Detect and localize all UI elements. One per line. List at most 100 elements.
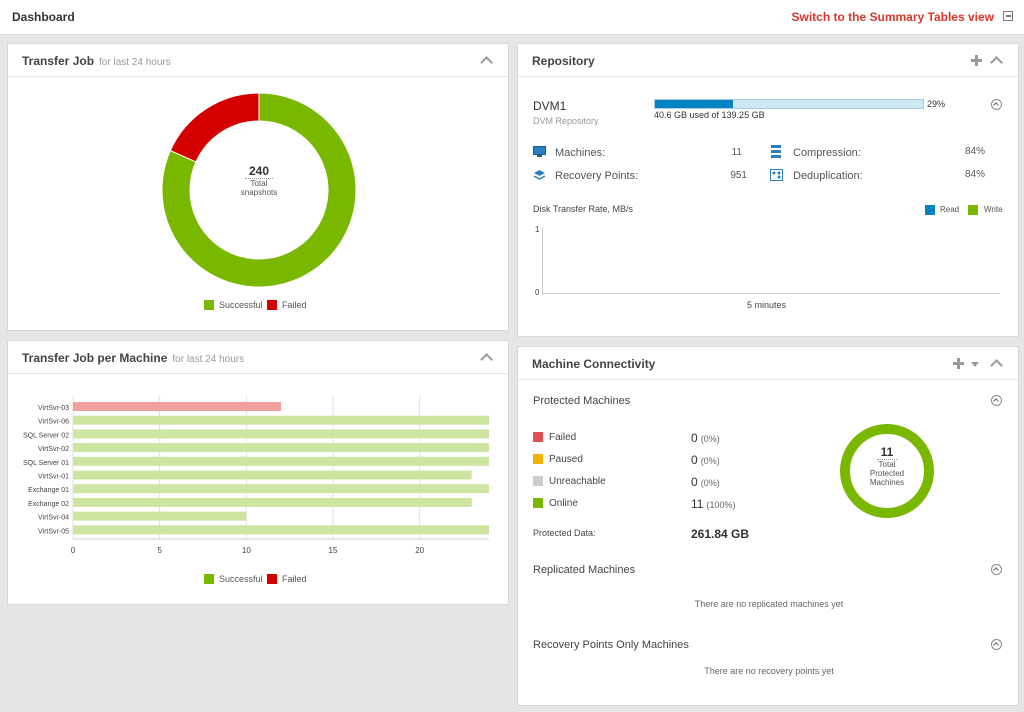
protected-data-value: 261.84 GB [691, 527, 750, 541]
collapse-icon[interactable] [990, 56, 1003, 69]
failed-status-label: Failed [549, 432, 577, 443]
successful-bar [73, 443, 489, 453]
read-legend-label: Read [940, 205, 960, 214]
legend-failed-swatch [267, 574, 277, 584]
dropdown-caret-icon[interactable] [971, 362, 979, 367]
successful-bar [73, 497, 472, 507]
rate-x-label: 5 minutes [747, 300, 787, 310]
paused-status-label: Paused [549, 454, 583, 465]
legend-failed-swatch [267, 300, 277, 310]
connectivity-slice-online [840, 424, 934, 518]
rate-y-tick: 0 [535, 288, 540, 297]
transfer-per-machine-chart: 0 5 10 15 20 VirtSvr-03 VirtSvr-06 SQL Server 0… [23, 396, 489, 555]
failed-status-count: 0 (0%) [691, 431, 720, 445]
failed-status-swatch [533, 432, 543, 442]
unreachable-status-count: 0 (0%) [691, 475, 720, 489]
collapse-repo-icon[interactable] [991, 99, 1002, 110]
collapse-rp-only-icon[interactable] [991, 639, 1002, 650]
legend-successful-swatch [204, 300, 214, 310]
replicated-empty-message: There are no replicated machines yet [694, 599, 844, 609]
unreachable-status-label: Unreachable [549, 476, 606, 487]
machine-connectivity-panel: Machine Connectivity Protected Machines … [517, 346, 1019, 706]
category-label: SQL Server 01 [23, 460, 69, 467]
successful-bar [73, 429, 489, 439]
panel-header: Transfer Job for last 24 hours [8, 44, 508, 77]
protected-data-label: Protected Data: [533, 528, 596, 538]
switch-view-icon[interactable] [1003, 11, 1013, 21]
category-label: VirtSvr-04 [38, 515, 69, 522]
rp-only-empty-message: There are no recovery points yet [704, 666, 834, 676]
category-label: VirtSvr-03 [38, 405, 69, 412]
add-icon[interactable] [953, 358, 964, 369]
top-bar: Dashboard Switch to the Summary Tables v… [0, 0, 1024, 35]
disk-transfer-title: Disk Transfer Rate, MB/s [533, 204, 634, 214]
category-label: VirtSvr-01 [38, 474, 69, 481]
collapse-protected-icon[interactable] [991, 395, 1002, 406]
legend-successful-swatch [204, 574, 214, 584]
category-label: VirtSvr-06 [38, 419, 69, 426]
protected-machines-title: Protected Machines [533, 395, 631, 407]
category-label: Exchange 01 [28, 487, 69, 494]
recovery-points-only-title: Recovery Points Only Machines [533, 639, 689, 651]
transfer-job-panel: Transfer Job for last 24 hours 240 Total … [7, 43, 509, 331]
repository-name[interactable]: DVM1 [533, 99, 567, 113]
collapse-icon[interactable] [480, 353, 493, 366]
x-tick-label: 10 [242, 546, 251, 555]
layers-icon [533, 170, 546, 180]
successful-bar [73, 470, 472, 480]
donut-center: 240 Total snapshots [229, 164, 289, 197]
deduplication-icon [770, 169, 783, 181]
compression-icon [771, 145, 781, 158]
online-status-count: 11 (100%) [691, 497, 736, 511]
switch-summary-link[interactable]: Switch to the Summary Tables view [791, 10, 995, 24]
transfer-per-machine-panel: Transfer Job per Machine for last 24 hour… [7, 340, 509, 605]
write-legend-label: Write [984, 205, 1003, 214]
x-tick-label: 20 [415, 546, 424, 555]
monitor-icon [533, 146, 546, 157]
category-label: Exchange 02 [28, 501, 69, 508]
online-status-swatch [533, 498, 543, 508]
compression-value: 84% [964, 146, 985, 157]
successful-bar [73, 511, 247, 521]
paused-status-count: 0 (0%) [691, 453, 720, 467]
machines-label: Machines: [555, 147, 606, 159]
repository-panel: Repository DVM1 DVM Repository 29% 40.6 … [517, 43, 1019, 337]
panel-title: Transfer Job for last 24 hours [22, 54, 171, 68]
rate-y-axis [542, 227, 543, 293]
collapse-icon[interactable] [480, 56, 493, 69]
protected-label: Protected [869, 469, 905, 478]
add-icon[interactable] [971, 55, 982, 66]
recovery-points-value: 951 [730, 170, 747, 181]
legend-failed-label: Failed [282, 574, 307, 584]
successful-bar [73, 415, 489, 425]
x-tick-label: 0 [71, 546, 76, 555]
legend-successful-label: Successful [219, 300, 263, 310]
total-protected-value: 11 [876, 445, 898, 460]
transfer-job-donut [161, 92, 357, 288]
category-label: VirtSvr-05 [38, 528, 69, 535]
connectivity-donut-center: 11 Total Protected Machines [857, 445, 917, 487]
online-status-label: Online [549, 498, 578, 509]
replicated-machines-title: Replicated Machines [533, 564, 636, 576]
page-title: Dashboard [12, 10, 75, 24]
machines-value: 11 [731, 147, 742, 158]
total-snapshots-value: 240 [244, 164, 274, 179]
repository-type: DVM Repository [533, 116, 599, 126]
rate-x-axis [542, 293, 1000, 294]
collapse-replicated-icon[interactable] [991, 564, 1002, 575]
total-label: Total [878, 460, 896, 469]
usage-percent: 29% [927, 99, 946, 109]
usage-bar [654, 99, 924, 109]
deduplication-label: Deduplication: [793, 170, 863, 182]
x-tick-label: 15 [329, 546, 338, 555]
panel-header: Repository [518, 44, 1018, 77]
category-label: VirtSvr-02 [38, 446, 69, 453]
transfer-slice-successful [161, 92, 357, 288]
legend-failed-label: Failed [282, 300, 307, 310]
panel-title: Repository [532, 54, 595, 68]
recovery-points-label: Recovery Points: [555, 170, 639, 182]
panel-header: Transfer Job per Machine for last 24 hour… [8, 341, 508, 374]
collapse-icon[interactable] [990, 359, 1003, 372]
successful-bar [73, 456, 489, 466]
failed-bar [73, 402, 281, 411]
